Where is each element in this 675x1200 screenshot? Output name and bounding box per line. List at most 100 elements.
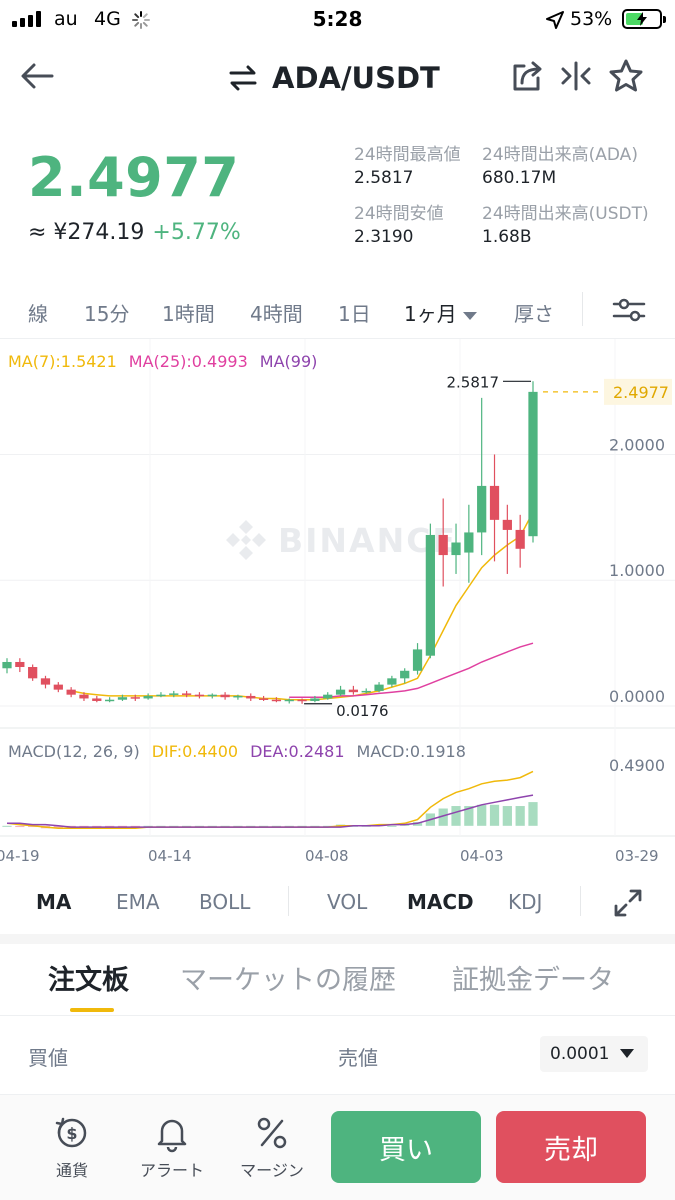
compare-icon[interactable]	[558, 58, 594, 94]
tab-15m[interactable]: 15分	[84, 302, 130, 326]
svg-text:$: $	[66, 1124, 77, 1143]
change-percent: +5.77%	[152, 220, 241, 245]
candle	[181, 693, 192, 695]
candle	[28, 667, 38, 679]
tab-depth[interactable]: 厚さ	[514, 302, 554, 326]
last-price-label: 2.4977	[613, 383, 669, 402]
candle	[528, 391, 538, 537]
fiat-price: ≈ ¥274.19	[28, 220, 145, 245]
candle	[477, 485, 487, 533]
alert-button[interactable]: アラート	[127, 1113, 217, 1181]
dea-line	[7, 794, 534, 828]
indicator-ema[interactable]: EMA	[116, 890, 160, 914]
margin-label: マージン	[240, 1161, 304, 1180]
macd-bar	[2, 825, 12, 827]
candle	[169, 693, 179, 695]
divider	[582, 292, 583, 326]
fullscreen-icon[interactable]	[612, 887, 644, 919]
candlestick-chart[interactable]: BINANCE 2.5817 0.0176 2.4977 2.0000 1.0000 0…	[0, 339, 675, 870]
macd-axis-label: 0.4900	[609, 756, 665, 775]
candle	[323, 694, 333, 699]
pair-selector[interactable]: ADA/USDT	[228, 58, 440, 98]
nav-bar: ADA/USDT	[0, 40, 675, 112]
macd-bar	[233, 825, 243, 827]
star-icon[interactable]	[608, 58, 644, 94]
battery-icon	[622, 9, 666, 29]
indicator-vol[interactable]: VOL	[327, 890, 368, 914]
indicator-ma[interactable]: MA	[36, 890, 72, 914]
watermark-text: BINANCE	[278, 521, 457, 560]
chevron-down-icon	[462, 311, 477, 320]
indicator-boll[interactable]: BOLL	[199, 890, 251, 914]
candle	[297, 699, 307, 702]
candle	[207, 694, 217, 697]
macd-bar	[310, 825, 320, 827]
macd-value-label: MACD:0.1918	[356, 742, 466, 761]
high-24h-value: 2.5817	[354, 168, 414, 188]
share-icon[interactable]	[510, 58, 546, 94]
candle	[66, 689, 76, 695]
candle	[515, 529, 525, 549]
indicator-kdj[interactable]: KDJ	[508, 890, 543, 914]
divider	[288, 886, 289, 916]
macd-bar	[284, 825, 294, 827]
candle	[194, 694, 205, 697]
macd-bar	[143, 825, 153, 827]
candle	[502, 519, 512, 530]
tab-margin-data[interactable]: 証拠金データ	[452, 965, 614, 996]
back-arrow-icon[interactable]	[18, 56, 58, 96]
buy-button[interactable]: 買い	[331, 1111, 481, 1183]
tab-1h[interactable]: 1時間	[162, 302, 215, 326]
high-marker-label: 2.5817	[447, 373, 500, 391]
currency-button[interactable]: $ 通貨	[27, 1113, 117, 1181]
macd-bar	[489, 804, 500, 826]
divider	[580, 886, 581, 916]
macd-bar	[258, 825, 269, 827]
chart-settings-icon[interactable]	[612, 296, 646, 324]
date-axis-label: 04-14	[148, 847, 192, 865]
indicator-macd[interactable]: MACD	[407, 890, 474, 914]
location-icon	[546, 11, 564, 29]
precision-dropdown[interactable]: 0.0001	[540, 1036, 648, 1072]
macd-bar	[271, 825, 282, 827]
binance-logo-icon	[226, 520, 266, 560]
bell-icon	[157, 1119, 187, 1153]
macd-bar	[15, 825, 25, 828]
candle	[361, 690, 371, 693]
macd-bar	[207, 825, 217, 827]
candle	[348, 689, 359, 693]
margin-button[interactable]: マージン	[227, 1113, 317, 1181]
candle	[105, 699, 115, 702]
date-axis-label: 04-19	[0, 847, 40, 865]
tab-orderbook[interactable]: 注文板	[48, 965, 129, 996]
ma-legend: MA(7):1.5421 MA(25):0.4993 MA(99)	[8, 352, 329, 371]
candle	[143, 695, 153, 699]
tab-market-history[interactable]: マーケットの履歴	[180, 965, 396, 996]
battery-percent: 53%	[570, 8, 613, 30]
tab-1month[interactable]: 1ヶ月	[404, 298, 477, 327]
tab-1d[interactable]: 1日	[338, 302, 371, 326]
status-bar: au 4G 5:28 53%	[0, 0, 675, 40]
orderbook-tabs: 注文板 マーケットの履歴 証拠金データ	[0, 944, 675, 1016]
macd-bar	[387, 825, 397, 827]
dif-label: DIF:0.4400	[151, 742, 239, 761]
candle	[233, 695, 243, 698]
candle	[220, 694, 230, 698]
macd-bar	[464, 806, 474, 826]
low-24h-label: 24時間安値	[354, 204, 444, 224]
macd-bar	[181, 825, 192, 827]
low-24h-value: 2.3190	[354, 227, 414, 247]
tab-line[interactable]: 線	[28, 302, 48, 326]
swap-icon	[229, 65, 257, 91]
sell-button[interactable]: 売却	[496, 1111, 646, 1183]
caret-down-icon	[620, 1049, 634, 1058]
macd-bar	[515, 806, 525, 826]
signal-icon	[12, 11, 44, 27]
candle	[117, 697, 128, 700]
candle	[53, 684, 63, 690]
ask-header: 売値	[338, 1046, 378, 1070]
divider	[0, 338, 675, 339]
tab-4h[interactable]: 4時間	[250, 302, 303, 326]
tab-1month-label: 1ヶ月	[404, 302, 457, 326]
macd-legend: MACD(12, 26, 9) DIF:0.4400 DEA:0.2481 MACD:…	[8, 742, 478, 761]
